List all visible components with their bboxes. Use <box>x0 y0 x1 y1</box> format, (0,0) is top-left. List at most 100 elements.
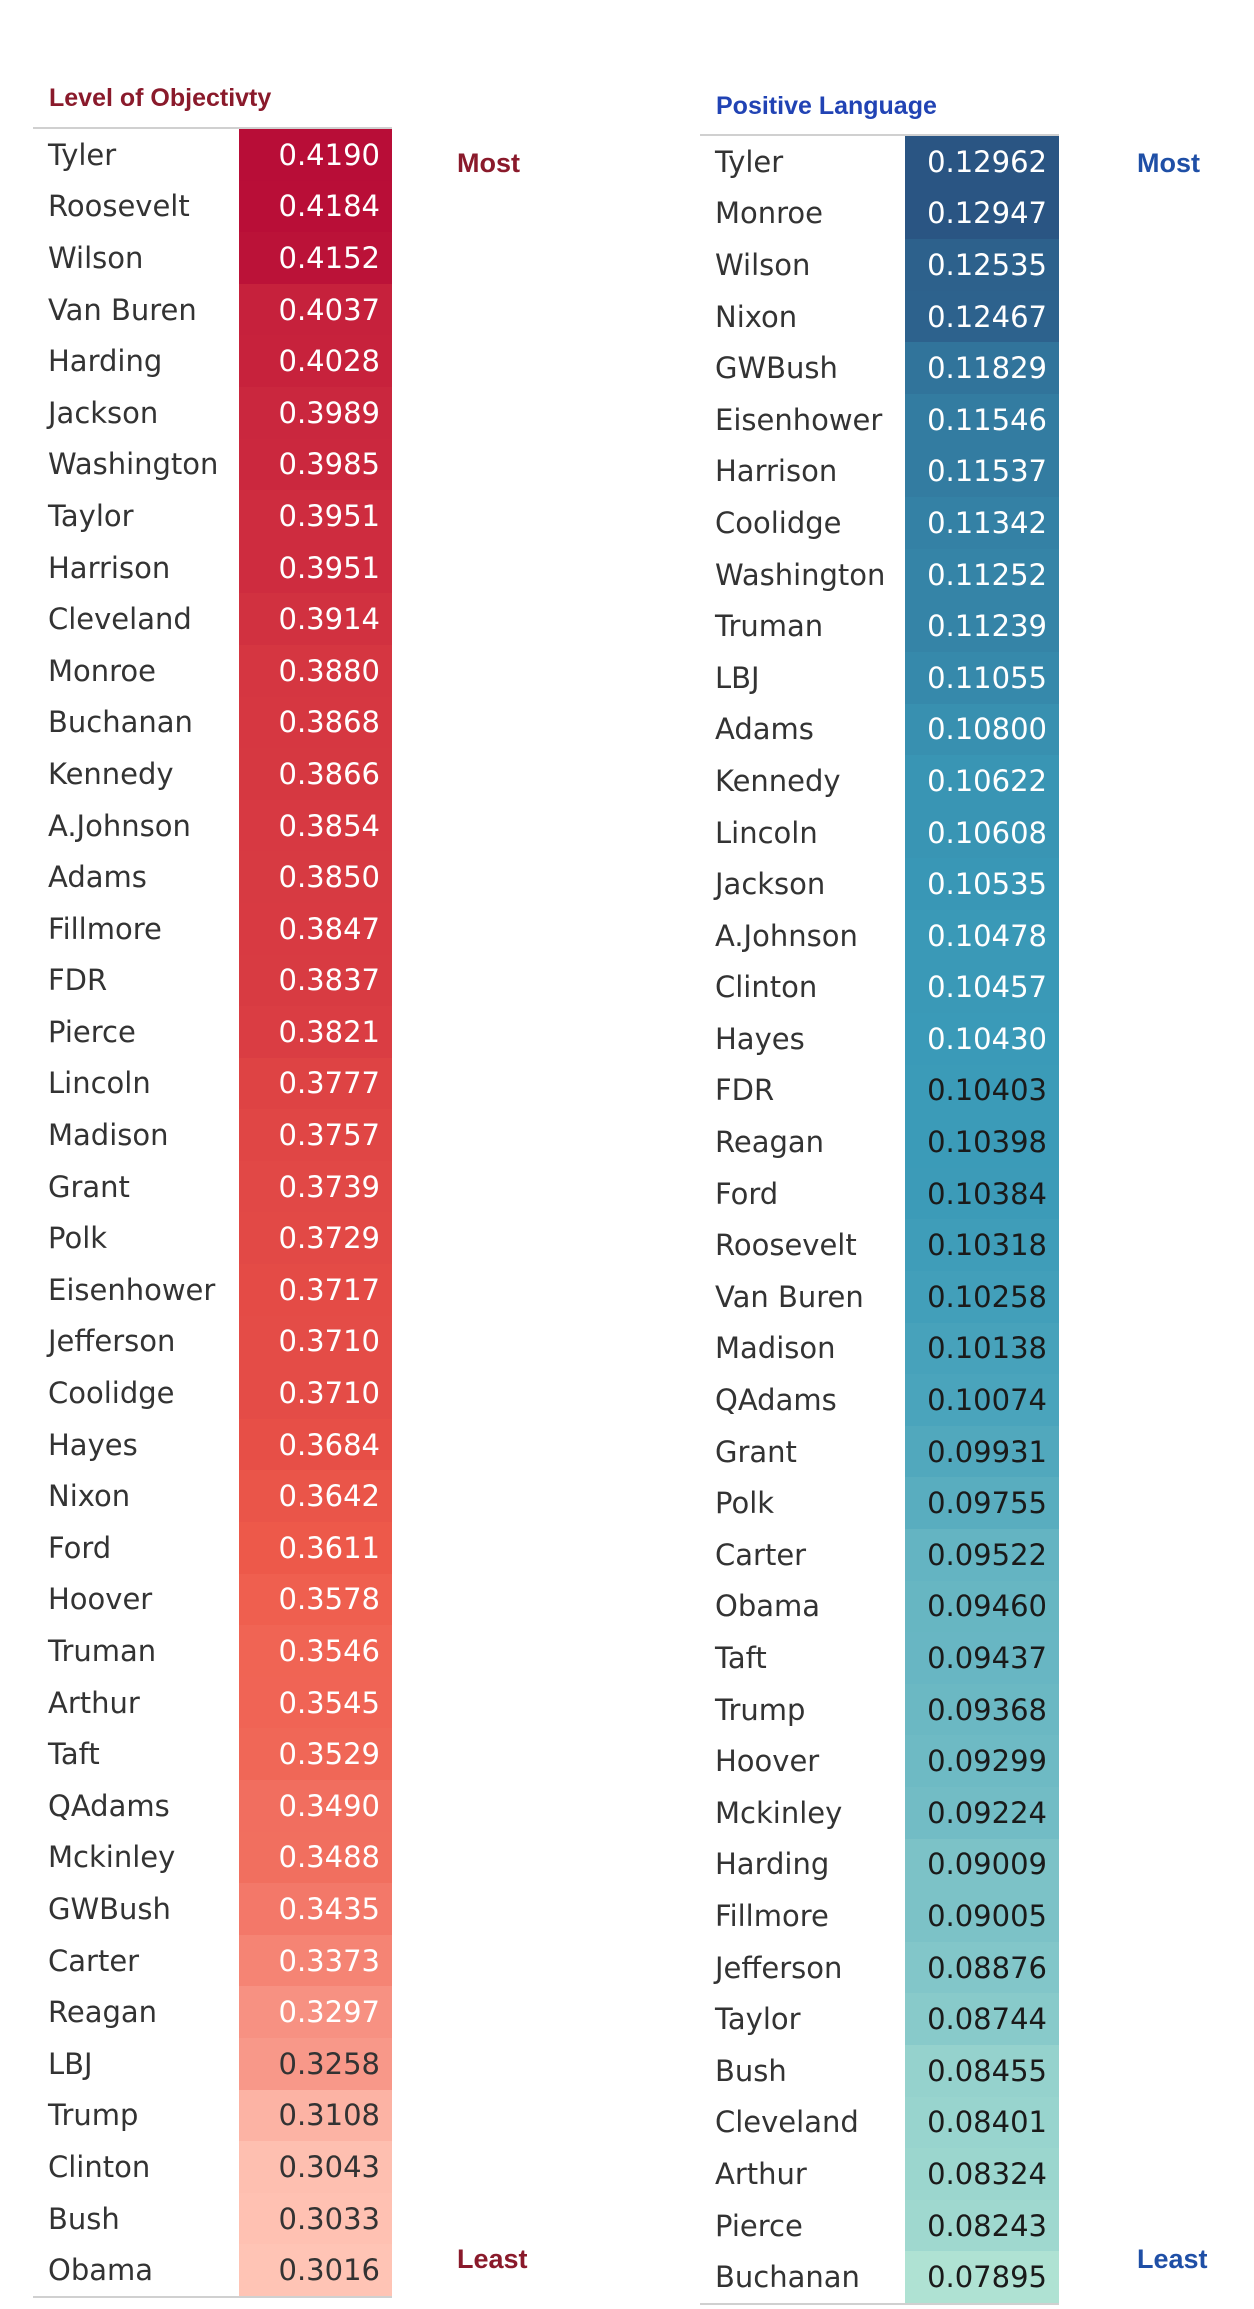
table-row: Nixon 0.3642 <box>33 1470 392 1523</box>
row-value: 0.07895 <box>905 2251 1059 2303</box>
table-row: GWBush 0.11829 <box>700 342 1059 394</box>
row-name: Adams <box>48 860 147 895</box>
row-value: 0.3850 <box>239 851 392 903</box>
row-value: 0.3043 <box>239 2141 392 2193</box>
row-value: 0.3435 <box>239 1883 392 1935</box>
row-name: Harding <box>715 1847 830 1882</box>
row-value: 0.10138 <box>905 1322 1059 1375</box>
row-name: Hayes <box>48 1427 138 1462</box>
row-name: Hoover <box>715 1744 820 1779</box>
row-value: 0.08243 <box>905 2199 1059 2252</box>
row-name: Obama <box>48 2253 154 2288</box>
row-value: 0.10318 <box>905 1219 1059 1272</box>
table-row: Lincoln 0.10608 <box>700 806 1059 859</box>
table-row: Ford 0.10384 <box>700 1167 1059 1220</box>
table-row: Bush 0.08455 <box>700 2044 1059 2097</box>
row-name: GWBush <box>715 351 838 386</box>
row-name: Buchanan <box>715 2260 860 2295</box>
row-value: 0.10535 <box>905 858 1059 910</box>
table-row: QAdams 0.10074 <box>700 1374 1059 1426</box>
row-name: Kennedy <box>715 763 841 798</box>
table-row: Wilson 0.12535 <box>700 239 1059 291</box>
table-row: Roosevelt 0.4184 <box>33 180 392 233</box>
row-value: 0.10398 <box>905 1116 1059 1168</box>
row-name: Van Buren <box>715 1279 864 1314</box>
row-value: 0.3914 <box>239 593 392 645</box>
row-value: 0.3642 <box>239 1470 392 1523</box>
table-row: Jefferson 0.3710 <box>33 1315 392 1368</box>
objectivity-title: Level of Objectivty <box>49 84 272 112</box>
row-value: 0.10403 <box>905 1064 1059 1117</box>
row-name: Ford <box>715 1176 779 1211</box>
table-row: Truman 0.3546 <box>33 1625 392 1677</box>
table-row: QAdams 0.3490 <box>33 1780 392 1832</box>
row-name: QAdams <box>48 1788 170 1823</box>
row-value: 0.09755 <box>905 1477 1059 1530</box>
row-value: 0.3989 <box>239 386 392 439</box>
row-name: Madison <box>48 1118 169 1153</box>
table-row: FDR 0.10403 <box>700 1064 1059 1117</box>
row-name: Pierce <box>715 2208 803 2243</box>
table-row: Eisenhower 0.3717 <box>33 1264 392 1316</box>
row-value: 0.3033 <box>239 2192 392 2245</box>
row-value: 0.10608 <box>905 806 1059 859</box>
row-value: 0.3546 <box>239 1625 392 1677</box>
row-name: Eisenhower <box>715 402 883 437</box>
row-value: 0.09931 <box>905 1425 1059 1478</box>
row-name: A.Johnson <box>48 808 191 843</box>
table-row: Washington 0.11252 <box>700 548 1059 601</box>
row-name: Adams <box>715 712 814 747</box>
table-row: Buchanan 0.3868 <box>33 696 392 749</box>
positive-language-most-label: Most <box>1137 148 1200 178</box>
row-name: Bush <box>715 2053 787 2088</box>
table-row: Wilson 0.4152 <box>33 232 392 284</box>
row-name: Trump <box>715 1692 806 1727</box>
row-value: 0.3490 <box>239 1780 392 1832</box>
row-value: 0.3729 <box>239 1212 392 1265</box>
row-name: LBJ <box>48 2046 93 2081</box>
row-value: 0.12947 <box>905 187 1059 240</box>
row-value: 0.3108 <box>239 2089 392 2142</box>
table-row: Jackson 0.10535 <box>700 858 1059 910</box>
row-value: 0.12535 <box>905 239 1059 291</box>
row-name: Taylor <box>715 2002 801 2037</box>
table-row: Pierce 0.08243 <box>700 2199 1059 2252</box>
table-row: Ford 0.3611 <box>33 1522 392 1574</box>
table-row: Hayes 0.3684 <box>33 1418 392 1471</box>
table-row: Obama 0.09460 <box>700 1580 1059 1633</box>
row-name: Coolidge <box>715 505 842 540</box>
row-value: 0.09437 <box>905 1632 1059 1684</box>
row-name: QAdams <box>715 1383 837 1418</box>
row-value: 0.3488 <box>239 1831 392 1884</box>
row-name: Monroe <box>48 653 157 688</box>
row-value: 0.3868 <box>239 696 392 749</box>
table-row: Truman 0.11239 <box>700 600 1059 652</box>
table-row: Kennedy 0.3866 <box>33 748 392 800</box>
table-row: Fillmore 0.09005 <box>700 1890 1059 1942</box>
table-row: Grant 0.3739 <box>33 1160 392 1213</box>
table-row: Taft 0.3529 <box>33 1728 392 1780</box>
table-row: Pierce 0.3821 <box>33 1006 392 1058</box>
table-row: Monroe 0.12947 <box>700 187 1059 240</box>
row-name: LBJ <box>715 660 760 695</box>
table-row: Buchanan 0.07895 <box>700 2251 1059 2303</box>
row-name: Bush <box>48 2201 120 2236</box>
row-value: 0.09522 <box>905 1529 1059 1581</box>
row-value: 0.4037 <box>239 283 392 336</box>
row-value: 0.3016 <box>239 2244 392 2296</box>
row-value: 0.3710 <box>239 1367 392 1419</box>
row-value: 0.10258 <box>905 1271 1059 1323</box>
row-value: 0.10074 <box>905 1374 1059 1426</box>
table-row: Lincoln 0.3777 <box>33 1057 392 1110</box>
row-name: Truman <box>715 609 824 644</box>
row-value: 0.09299 <box>905 1735 1059 1787</box>
row-value: 0.3880 <box>239 644 392 697</box>
row-value: 0.3373 <box>239 1934 392 1987</box>
table-row: Washington 0.3985 <box>33 438 392 491</box>
table-row: Roosevelt 0.10318 <box>700 1219 1059 1272</box>
table-row: Taylor 0.08744 <box>700 1993 1059 2045</box>
row-value: 0.3951 <box>239 541 392 594</box>
table-row: Madison 0.3757 <box>33 1109 392 1161</box>
row-value: 0.09009 <box>905 1838 1059 1891</box>
row-name: FDR <box>715 1073 775 1108</box>
